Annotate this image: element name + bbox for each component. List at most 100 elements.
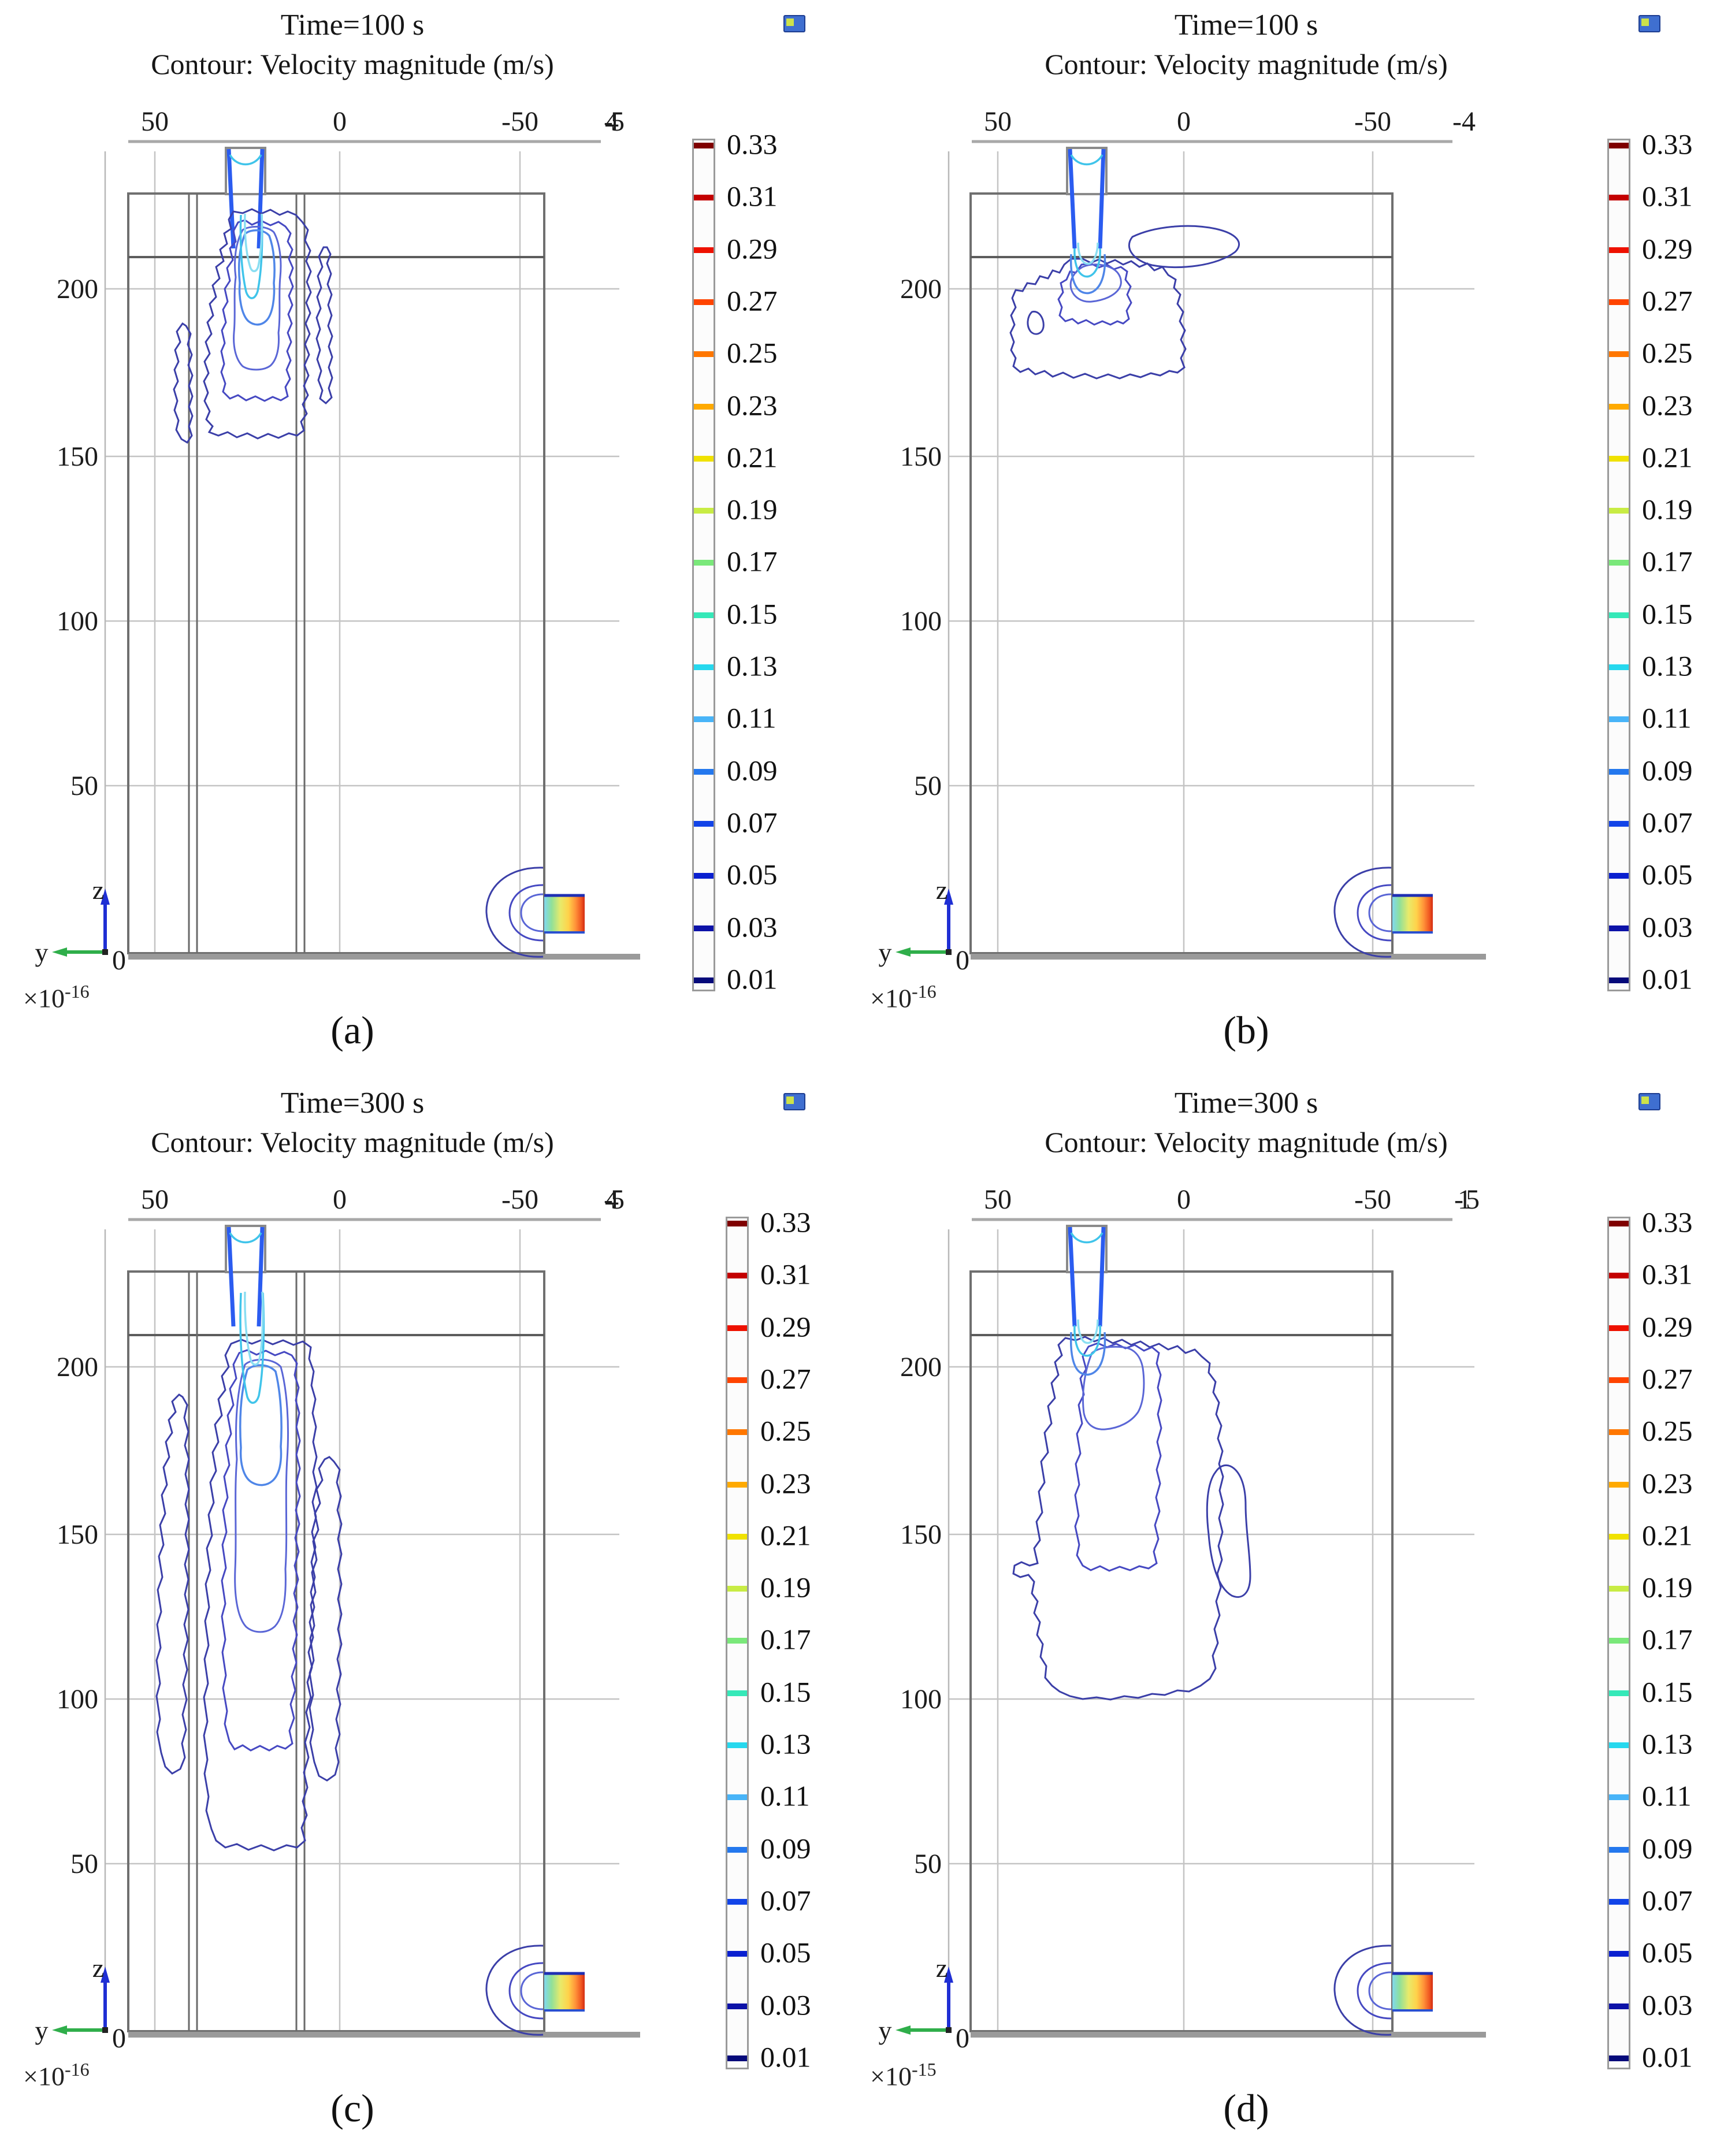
axis-triad: z y 0: [879, 875, 970, 976]
plot-marker-icon[interactable]: [1638, 1093, 1660, 1110]
plot-subtitle: Contour: Velocity magnitude (m/s): [1045, 1126, 1448, 1158]
colorbar-label: 0.31: [1642, 1258, 1693, 1291]
y-tick-label: 100: [900, 1684, 942, 1715]
axis-triad: z y 0: [35, 875, 127, 976]
colorbar-label: 0.13: [1642, 649, 1693, 682]
outlet-jet: [1333, 1945, 1433, 2036]
y-tick-label: 200: [57, 1352, 98, 1382]
colorbar-label: 0.01: [1642, 962, 1693, 995]
colorbar-level-tick: [1609, 1429, 1629, 1436]
colorbar-label: 0.01: [727, 962, 778, 995]
colorbar-level-tick: [1609, 1846, 1629, 1853]
colorbar-label: 0.05: [1642, 858, 1693, 891]
x-axis-end-label: -45: [604, 106, 624, 137]
colorbar-level-tick: [694, 403, 714, 410]
colorbar-level-tick: [1609, 716, 1629, 723]
x-axis-ruler: 50 0 -50 -45: [128, 1184, 632, 1221]
colorbar-label: 0.29: [1642, 232, 1693, 265]
colorbar-label: 0.11: [727, 701, 776, 734]
colorbar-level-tick: [1609, 612, 1629, 618]
x-tick-label: 50: [141, 106, 169, 137]
x-axis-ruler: 50 0 -50 -45: [128, 106, 632, 143]
colorbar-label: 0.29: [760, 1310, 811, 1343]
panel-letter: (b): [1223, 1008, 1269, 1052]
panel-d: Time=300 s Contour: Velocity magnitude (…: [862, 1078, 1724, 2156]
colorbar-level-tick: [727, 1638, 747, 1644]
velocity-contours: [173, 208, 333, 444]
y-axis-label: y: [879, 938, 892, 967]
colorbar-level-tick: [1609, 351, 1629, 358]
colorbar-level-tick: [1609, 977, 1629, 983]
colorbar-level-tick: [727, 1273, 747, 1279]
x-tick-label: 0: [1177, 106, 1191, 137]
plot-subtitle: Contour: Velocity magnitude (m/s): [1045, 48, 1448, 80]
colorbar-label: 0.21: [727, 441, 778, 474]
plot-marker-icon[interactable]: [1638, 15, 1660, 32]
contour-plot-d: 50 0 -50 -15 200 150 100 50: [879, 1184, 1486, 2054]
plot-marker-icon[interactable]: [783, 15, 805, 32]
colorbar-level-tick: [694, 716, 714, 723]
inlet-pipe: [1066, 1225, 1108, 1327]
colorbar-level-tick: [727, 1690, 747, 1696]
gridlines: [949, 1229, 1474, 2031]
colorbar-label: 0.33: [727, 128, 778, 161]
colorbar-level-tick: [727, 1846, 747, 1853]
x-tick-label: 0: [333, 106, 347, 137]
x-tick-label: -50: [501, 1184, 538, 1215]
colorbar-level-tick: [1609, 768, 1629, 775]
origin-tick-label: 0: [956, 2023, 969, 2054]
colorbar-label: 0.09: [727, 754, 778, 787]
plot-marker-icon-inner: [786, 18, 794, 26]
colorbar-label: 0.09: [1642, 754, 1693, 787]
colorbar-level-tick: [1609, 2055, 1629, 2061]
panel-letter: (a): [330, 1008, 374, 1052]
colorbar-level-tick: [1609, 1638, 1629, 1644]
panel-letter: (d): [1223, 2086, 1269, 2130]
colorbar-level-tick: [1609, 455, 1629, 462]
colorbar-label: 0.27: [1642, 284, 1693, 317]
colorbar-label: 0.11: [1642, 701, 1692, 734]
colorbar-level-tick: [1609, 1481, 1629, 1488]
axis-scale-multiplier: ×10-16: [23, 981, 90, 1013]
x-axis-ruler: 50 0 -50 -15: [972, 1184, 1485, 1221]
y-tick-label: 50: [70, 771, 98, 801]
colorbar-level-tick: [694, 195, 714, 201]
axis-scale-multiplier: ×10-16: [23, 2059, 90, 2091]
gridlines: [105, 151, 619, 953]
colorbar-level-tick: [694, 351, 714, 358]
colorbar-label: 0.07: [760, 1884, 811, 1917]
colorbar-level-tick: [694, 768, 714, 775]
plot-title: Time=100 s: [1174, 9, 1318, 42]
colorbar-label: 0.11: [760, 1779, 810, 1812]
origin-tick-label: 0: [956, 945, 969, 976]
colorbar-level-tick: [1609, 1742, 1629, 1748]
colorbar: 0.33 0.31 0.29 0.27 0.25 0.23 0.21 0.19 0.17 0.15…: [1607, 128, 1724, 1018]
plot-marker-icon[interactable]: [783, 1093, 805, 1110]
colorbar-label: 0.19: [727, 493, 778, 526]
colorbar-label: 0.33: [1642, 128, 1693, 161]
colorbar-level-tick: [1609, 560, 1629, 566]
colorbar-label: 0.31: [727, 180, 778, 213]
colorbar-label: 0.09: [1642, 1832, 1693, 1865]
x-axis-end-label: -4: [1452, 106, 1476, 137]
plot-title: Time=100 s: [280, 9, 425, 42]
colorbar-level-tick: [694, 820, 714, 827]
z-axis-label: z: [936, 1953, 948, 1983]
y-axis-label: y: [879, 2016, 892, 2045]
colorbar-level-tick: [694, 873, 714, 879]
colorbar-label: 0.03: [760, 1988, 811, 2021]
colorbar-level-tick: [727, 1898, 747, 1905]
outlet-jet: [485, 1945, 585, 2036]
colorbar-label: 0.01: [1642, 2040, 1693, 2073]
panel-b: Time=100 s Contour: Velocity magnitude (…: [862, 0, 1724, 1078]
colorbar-label: 0.25: [1642, 1414, 1693, 1447]
colorbar-level-tick: [1609, 664, 1629, 670]
y-tick-label: 50: [914, 771, 942, 801]
colorbar-label: 0.13: [1642, 1727, 1693, 1760]
colorbar-level-tick: [1609, 1273, 1629, 1279]
colorbar-label: 0.03: [1642, 1988, 1693, 2021]
colorbar-label: 0.25: [1642, 336, 1693, 369]
plot-title: Time=300 s: [1174, 1087, 1318, 1120]
colorbar-level-tick: [1609, 1221, 1629, 1226]
colorbar-label: 0.15: [1642, 597, 1693, 630]
